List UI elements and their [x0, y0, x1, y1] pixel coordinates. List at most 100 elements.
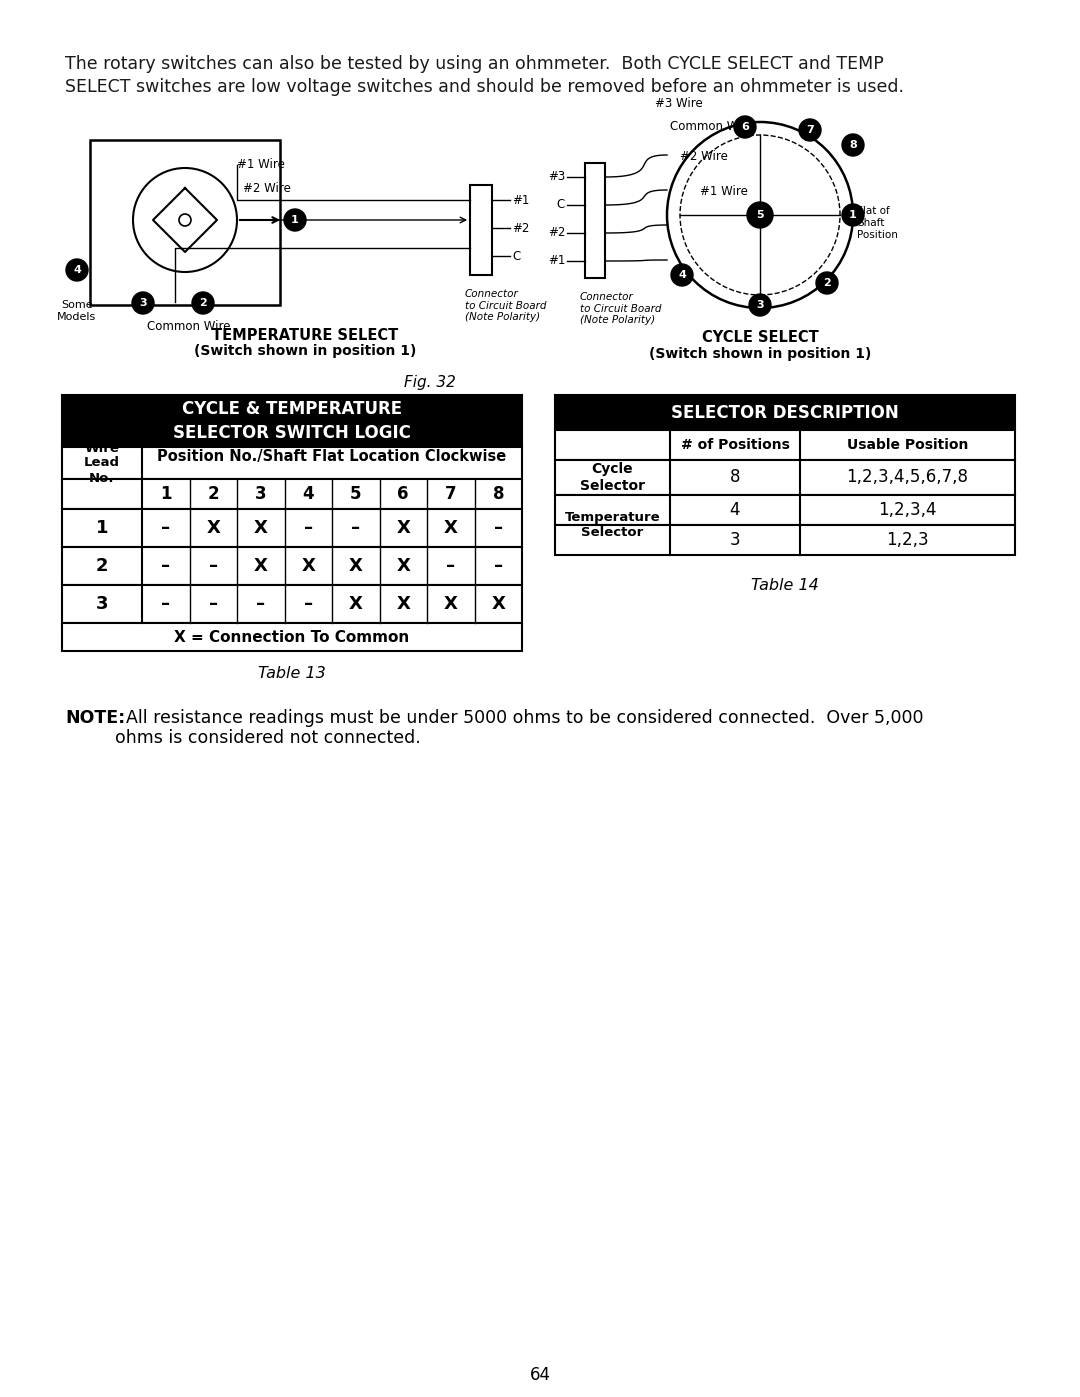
- Text: The rotary switches can also be tested by using an ohmmeter.  Both CYCLE SELECT : The rotary switches can also be tested b…: [65, 54, 883, 73]
- Text: X: X: [349, 595, 363, 613]
- Bar: [62, 585, 522, 623]
- Text: 3: 3: [255, 485, 267, 503]
- Text: #1 Wire: #1 Wire: [237, 158, 285, 170]
- Text: 2: 2: [96, 557, 108, 576]
- Text: C: C: [512, 250, 521, 263]
- Circle shape: [132, 292, 154, 314]
- Text: –: –: [161, 520, 171, 536]
- Circle shape: [842, 134, 864, 156]
- Text: 7: 7: [806, 124, 814, 136]
- Text: –: –: [303, 520, 313, 536]
- Text: –: –: [446, 557, 456, 576]
- Text: 8: 8: [849, 140, 856, 149]
- Text: #1: #1: [548, 254, 565, 267]
- Text: #2: #2: [548, 226, 565, 239]
- Text: #2 Wire: #2 Wire: [243, 182, 291, 196]
- Text: #3 Wire: #3 Wire: [654, 96, 703, 110]
- Text: Flat of
Shaft
Position: Flat of Shaft Position: [858, 207, 897, 240]
- Text: SELECT switches are low voltage switches and should be removed before an ohmmete: SELECT switches are low voltage switches…: [65, 78, 904, 96]
- Text: 5: 5: [756, 210, 764, 219]
- Text: 1,2,3,4,5,6,7,8: 1,2,3,4,5,6,7,8: [847, 468, 969, 486]
- Circle shape: [284, 210, 306, 231]
- Text: (Switch shown in position 1): (Switch shown in position 1): [649, 346, 872, 360]
- Text: Table 13: Table 13: [258, 665, 326, 680]
- Text: X: X: [206, 520, 220, 536]
- Text: X: X: [396, 557, 410, 576]
- Text: X: X: [491, 595, 505, 613]
- Circle shape: [842, 204, 864, 226]
- Text: 1: 1: [292, 215, 299, 225]
- Text: 2: 2: [823, 278, 831, 288]
- Text: 2: 2: [199, 298, 207, 307]
- Bar: [470, 184, 492, 275]
- Text: 1: 1: [96, 520, 108, 536]
- Bar: [62, 509, 522, 548]
- Text: Connector
to Circuit Board
(Note Polarity): Connector to Circuit Board (Note Polarit…: [465, 289, 546, 323]
- Text: #3: #3: [548, 170, 565, 183]
- Text: Temperature
Selector: Temperature Selector: [565, 511, 660, 539]
- Text: ohms is considered not connected.: ohms is considered not connected.: [114, 729, 421, 747]
- Bar: [555, 430, 1015, 460]
- Text: 4: 4: [73, 265, 81, 275]
- Bar: [585, 163, 605, 278]
- Text: 4: 4: [678, 270, 686, 279]
- Text: X = Connection To Common: X = Connection To Common: [174, 630, 409, 644]
- Circle shape: [734, 116, 756, 138]
- Circle shape: [747, 203, 773, 228]
- Text: CYCLE SELECT: CYCLE SELECT: [702, 330, 819, 345]
- Text: #1 Wire: #1 Wire: [700, 184, 747, 198]
- Text: –: –: [494, 557, 503, 576]
- Text: X: X: [396, 595, 410, 613]
- Text: –: –: [303, 595, 313, 613]
- Text: 6: 6: [397, 485, 409, 503]
- Bar: [62, 479, 522, 509]
- Text: 3: 3: [756, 300, 764, 310]
- Text: 4: 4: [730, 502, 740, 520]
- Text: Fig. 32: Fig. 32: [404, 374, 456, 390]
- Circle shape: [816, 272, 838, 293]
- Text: Common Wire: Common Wire: [670, 120, 754, 133]
- Text: Cycle
Selector: Cycle Selector: [580, 462, 645, 493]
- Text: –: –: [208, 557, 218, 576]
- Text: –: –: [494, 520, 503, 536]
- Text: 1,2,3: 1,2,3: [887, 531, 929, 549]
- Circle shape: [799, 119, 821, 141]
- Bar: [555, 460, 1015, 495]
- Text: (Switch shown in position 1): (Switch shown in position 1): [193, 344, 416, 358]
- Text: Position No./Shaft Flat Location Clockwise: Position No./Shaft Flat Location Clockwi…: [158, 450, 507, 464]
- Text: 2: 2: [207, 485, 219, 503]
- Bar: [555, 495, 1015, 525]
- Text: Wire
Lead
No.: Wire Lead No.: [84, 441, 120, 485]
- Text: X: X: [301, 557, 315, 576]
- Text: SELECTOR DESCRIPTION: SELECTOR DESCRIPTION: [671, 404, 899, 422]
- Text: # of Positions: # of Positions: [680, 439, 789, 453]
- Text: –: –: [351, 520, 361, 536]
- Bar: [555, 525, 1015, 555]
- Bar: [62, 623, 522, 651]
- Text: X: X: [254, 520, 268, 536]
- Text: X: X: [349, 557, 363, 576]
- Text: 4: 4: [302, 485, 314, 503]
- Text: #1: #1: [512, 194, 529, 207]
- Text: X: X: [444, 520, 458, 536]
- Text: 3: 3: [730, 531, 740, 549]
- Text: All resistance readings must be under 5000 ohms to be considered connected.  Ove: All resistance readings must be under 50…: [114, 710, 923, 726]
- Bar: [90, 140, 280, 305]
- Text: X: X: [444, 595, 458, 613]
- Text: 64: 64: [529, 1366, 551, 1384]
- Text: X: X: [254, 557, 268, 576]
- Circle shape: [179, 214, 191, 226]
- Text: 1: 1: [849, 210, 856, 219]
- Text: Connector
to Circuit Board
(Note Polarity): Connector to Circuit Board (Note Polarit…: [580, 292, 661, 326]
- Text: X: X: [396, 520, 410, 536]
- Text: –: –: [208, 595, 218, 613]
- Text: –: –: [256, 595, 266, 613]
- Bar: [62, 447, 522, 479]
- Text: –: –: [161, 595, 171, 613]
- Text: 6: 6: [741, 122, 748, 131]
- Text: NOTE:: NOTE:: [65, 710, 125, 726]
- Text: 1: 1: [160, 485, 172, 503]
- Text: C: C: [557, 198, 565, 211]
- Text: Common Wire: Common Wire: [147, 320, 230, 332]
- Text: Table 14: Table 14: [751, 577, 819, 592]
